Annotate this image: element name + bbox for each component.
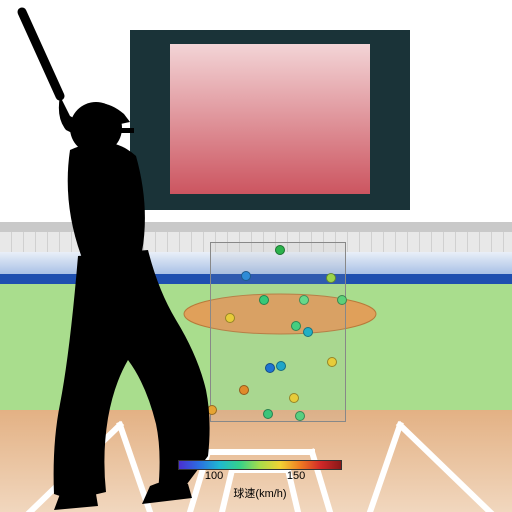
legend-label: 球速(km/h)	[178, 485, 342, 501]
legend-tick: 100	[205, 470, 223, 482]
legend-tick: 150	[287, 470, 305, 482]
batter-silhouette	[0, 0, 512, 512]
pitch-location-chart: 100 150 球速(km/h)	[0, 0, 512, 512]
speed-legend: 100 150 球速(km/h)	[178, 460, 342, 501]
legend-gradient-bar	[178, 460, 342, 470]
legend-ticks: 100 150	[178, 470, 342, 484]
